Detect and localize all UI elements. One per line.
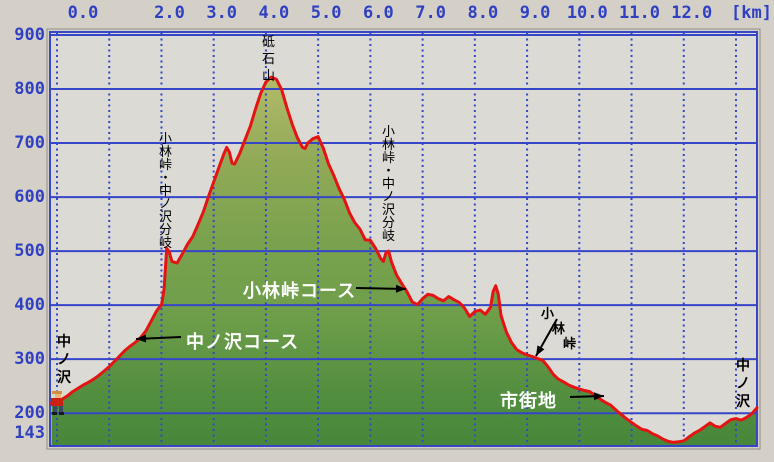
junction-kobayashi-nakanosawa-2: 小 林 峠 ・ 中 ノ 沢 分 岐 — [381, 125, 395, 244]
x-tick-label: 8.0 — [467, 3, 499, 23]
terrain-fill — [51, 77, 757, 445]
kobayashi-pass-course-label: 小林峠コース — [243, 281, 357, 302]
kobayashi-pass-label: 峠 — [563, 337, 577, 352]
kobayashi-pass-course-label-arrow — [355, 284, 407, 293]
x-tick-label: 10.0 — [566, 3, 608, 23]
x-tick-label: 11.0 — [619, 3, 660, 23]
kobayashi-pass-label: 林 — [552, 322, 566, 337]
arrow-head — [536, 345, 545, 356]
y-tick-label: 300 — [14, 349, 45, 370]
x-axis-unit-label: [km] — [731, 3, 772, 23]
x-tick-label: 5.0 — [310, 3, 342, 23]
nakanosawa-course-label: 中ノ沢コース — [186, 332, 300, 353]
x-tick-label: 6.0 — [363, 3, 394, 23]
hiker-boot — [59, 412, 64, 415]
x-tick-label: 0.0 — [67, 3, 99, 23]
summit-toishiyama: 砥 石 山 — [261, 35, 275, 84]
nakanosawa-course-label-arrow — [135, 334, 182, 343]
y-tick-label: 700 — [14, 133, 45, 154]
junction-kobayashi-nakanosawa-1: 小 林 峠 ・ 中 ノ 沢 分 岐 — [158, 132, 172, 251]
y-tick-label: 800 — [14, 79, 45, 100]
kobayashi-pass-label-arrow — [535, 318, 558, 357]
kobayashi-pass-label: 小 — [541, 307, 555, 322]
x-tick-label: 3.0 — [206, 3, 238, 23]
urban-area-label: 市街地 — [500, 391, 557, 412]
hiker-hat — [52, 391, 62, 394]
arrow-head — [593, 392, 604, 401]
y-tick-label: 143 — [14, 423, 45, 443]
x-tick-label: 4.0 — [258, 3, 290, 23]
arrow-head — [136, 334, 147, 343]
hiker-leg — [53, 406, 57, 412]
trail-end-nakanosawa: 中 ノ 沢 — [736, 358, 750, 410]
y-tick-label: 600 — [14, 187, 45, 208]
x-tick-label: 2.0 — [154, 3, 185, 23]
y-tick-label: 200 — [14, 403, 45, 424]
x-tick-label: 7.0 — [415, 3, 446, 23]
hiker-leg — [59, 406, 63, 412]
arrow-head — [395, 284, 406, 293]
plot-border — [49, 31, 758, 447]
hiker-head — [55, 394, 61, 398]
horizontal-gridlines — [51, 34, 756, 415]
plot-outer-frame — [46, 28, 761, 450]
urban-area-label-arrow — [569, 392, 605, 401]
hiker-body — [51, 398, 63, 406]
elevation-line — [50, 75, 759, 444]
y-tick-label: 900 — [14, 25, 45, 45]
hiker-icon — [51, 391, 64, 415]
hiker-boot — [52, 412, 57, 415]
y-tick-label: 500 — [14, 241, 45, 262]
trailhead-nakanosawa: 中 ノ 沢 — [57, 334, 71, 386]
y-tick-label: 400 — [14, 295, 45, 316]
x-tick-label: 12.0 — [671, 3, 713, 23]
x-tick-label: 9.0 — [519, 3, 551, 23]
